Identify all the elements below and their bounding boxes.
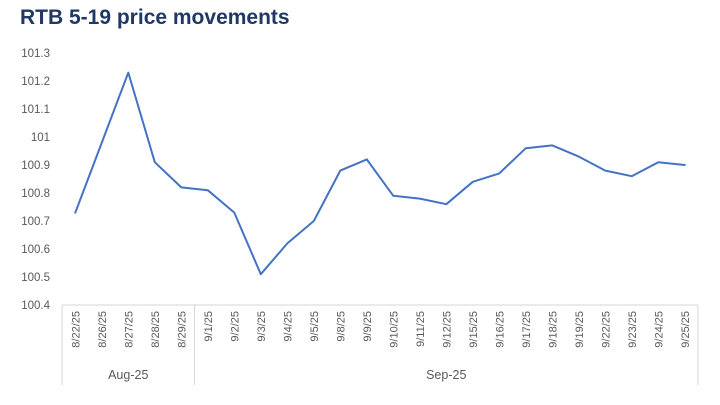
x-tick-label: 9/1/25 <box>203 311 215 342</box>
y-tick-label: 101.3 <box>21 48 50 60</box>
x-tick-label: 9/18/25 <box>547 311 559 348</box>
x-group-label: Aug-25 <box>108 368 148 382</box>
x-tick-label: 8/22/25 <box>70 311 82 348</box>
x-tick-label: 9/10/25 <box>388 311 400 348</box>
x-tick-label: 9/4/25 <box>282 311 294 342</box>
x-tick-label: 9/25/25 <box>680 311 692 348</box>
chart-title: RTB 5-19 price movements <box>20 6 290 29</box>
x-tick-label: 9/23/25 <box>627 311 639 348</box>
x-tick-label: 9/16/25 <box>494 311 506 348</box>
y-tick-label: 100.8 <box>21 188 50 200</box>
y-tick-label: 101.2 <box>21 76 50 88</box>
x-tick-label: 9/22/25 <box>600 311 612 348</box>
y-tick-label: 100.4 <box>21 300 50 312</box>
x-tick-label: 9/9/25 <box>362 311 374 342</box>
y-tick-label: 100.9 <box>21 160 50 172</box>
x-tick-label: 8/28/25 <box>150 311 162 348</box>
x-tick-label: 9/8/25 <box>335 311 347 342</box>
x-group-label: Sep-25 <box>426 368 466 382</box>
y-tick-label: 100.5 <box>21 272 50 284</box>
x-tick-label: 9/5/25 <box>309 311 321 342</box>
price-series-line <box>74 71 686 276</box>
x-tick-label: 9/11/25 <box>415 311 427 347</box>
x-tick-label: 9/15/25 <box>468 311 480 348</box>
x-tick-label: 8/27/25 <box>123 311 135 348</box>
x-tick-label: 8/26/25 <box>97 311 109 348</box>
x-tick-label: 9/17/25 <box>521 311 533 348</box>
y-tick-label: 101.1 <box>21 104 50 116</box>
x-tick-label: 9/2/25 <box>229 311 241 342</box>
x-tick-label: 9/19/25 <box>574 311 586 348</box>
x-tick-label: 9/3/25 <box>256 311 268 342</box>
x-tick-label: 9/24/25 <box>653 311 665 348</box>
y-tick-label: 100.7 <box>21 216 50 228</box>
x-tick-label: 9/12/25 <box>441 311 453 348</box>
y-tick-label: 101 <box>31 132 50 144</box>
x-tick-label: 8/29/25 <box>176 311 188 348</box>
y-tick-label: 100.6 <box>21 244 50 256</box>
